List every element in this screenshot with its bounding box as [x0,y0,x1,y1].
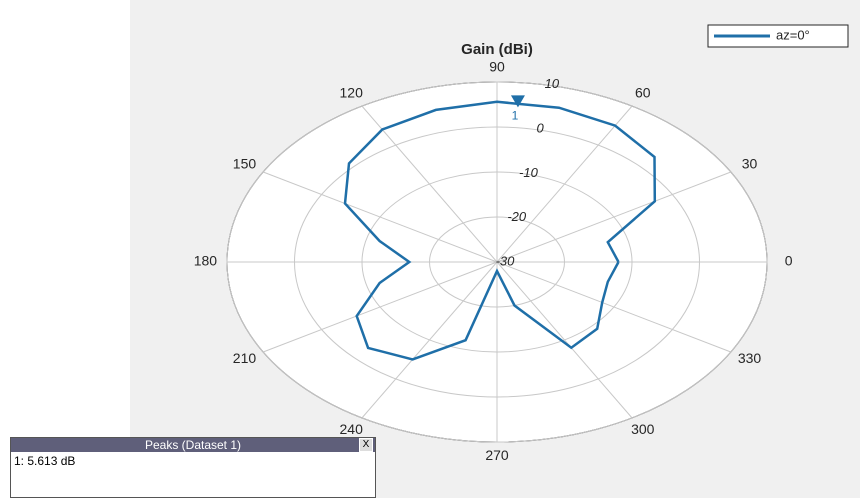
peaks-panel: Peaks (Dataset 1) X 1: 5.613 dB [10,437,376,498]
radial-grid-line [294,126,700,398]
angle-tick-label: 300 [631,421,655,437]
angle-tick-label: 0 [785,253,793,269]
angle-tick-label: 240 [340,421,364,437]
radial-grid-line [361,171,633,353]
r-tick-label: -10 [519,165,539,180]
peak-marker [510,95,525,108]
angle-tick-label: 180 [194,253,218,269]
angle-tick-label: 210 [233,350,257,366]
legend-label: az=0° [776,27,810,42]
close-button[interactable]: X [359,438,373,452]
radial-grid-line [226,81,768,443]
angle-tick-label: 150 [233,156,257,172]
angle-tick-label: 30 [742,156,758,172]
angle-tick-label: 270 [485,447,509,463]
peak-label: 1 [512,109,519,123]
angle-tick-label: 120 [340,84,364,100]
r-tick-label: -20 [507,209,527,224]
panel-title: Peaks (Dataset 1) [144,438,242,452]
r-tick-label: 0 [537,120,545,135]
r-tick-label: -30 [496,253,516,268]
angle-tick-label: 330 [738,350,762,366]
legend-box [707,24,849,48]
chart-title: Gain (dBi) [461,41,533,58]
pattern-line [343,100,657,361]
radial-grid-line [429,216,565,308]
peak-row: 1: 5.613 dB [14,454,76,468]
angle-tick-label: 90 [489,58,505,74]
angle-tick-label: 60 [635,84,651,100]
r-tick-label: 10 [545,76,560,91]
panel-header: Peaks (Dataset 1) X [11,438,375,452]
